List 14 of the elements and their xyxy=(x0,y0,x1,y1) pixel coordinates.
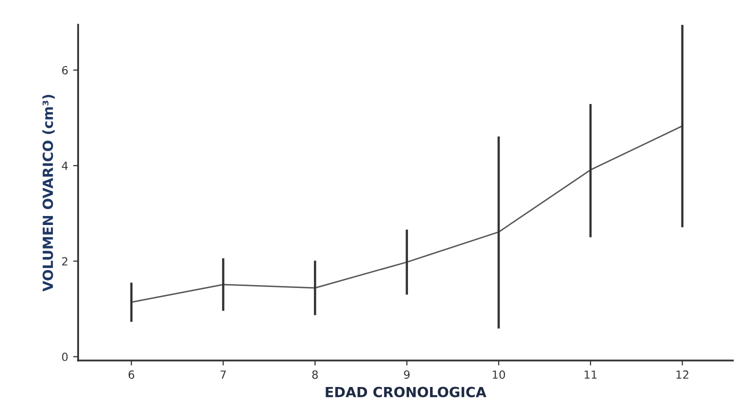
y-tick-label: 4 xyxy=(62,162,68,170)
x-tick-label: 10 xyxy=(492,370,506,379)
x-tick-label: 9 xyxy=(404,370,410,379)
x-tick-label: 11 xyxy=(584,370,597,379)
y-axis-title: VOLUMEN OVARICO (cm³) xyxy=(42,94,55,292)
x-tick-label: 12 xyxy=(676,370,688,379)
x-axis-title: EDAD CRONOLOGICA xyxy=(326,386,486,398)
line-series xyxy=(130,125,684,303)
x-tick-label: 7 xyxy=(220,370,226,379)
x-tick-label: 6 xyxy=(128,370,134,379)
y-tick-label: 2 xyxy=(62,257,68,266)
y-tick-label: 0 xyxy=(62,352,68,362)
x-tick-label: 8 xyxy=(312,370,318,379)
y-tick-label: 6 xyxy=(62,66,68,74)
